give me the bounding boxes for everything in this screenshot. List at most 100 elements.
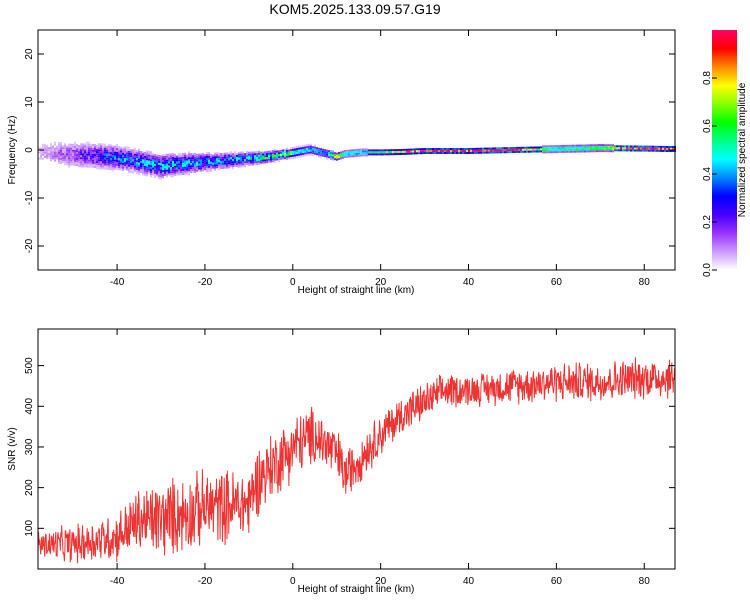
heatmap-cell [604, 144, 606, 147]
heatmap-cell [302, 151, 304, 153]
snr-x-label: Height of straight line (km) [298, 584, 415, 595]
heatmap-cell [208, 157, 210, 160]
heatmap-cell [82, 165, 84, 168]
heatmap-cell [120, 152, 122, 155]
heatmap-cell [464, 152, 466, 154]
heatmap-cell [150, 175, 152, 178]
heatmap-cell [42, 153, 44, 156]
heatmap-cell [212, 166, 214, 169]
heatmap-cell [388, 153, 390, 156]
spectrogram-y-tick-label: 10 [24, 96, 35, 108]
heatmap-cell [216, 166, 218, 169]
heatmap-cell [110, 160, 112, 163]
heatmap-cell [68, 157, 70, 160]
heatmap-cell [114, 151, 116, 154]
heatmap-cell [158, 158, 160, 161]
heatmap-cell [172, 159, 174, 161]
heatmap-cell [236, 152, 238, 155]
heatmap-cell [94, 164, 96, 166]
heatmap-cell [104, 151, 106, 154]
heatmap-cell [314, 150, 316, 153]
heatmap-cell [68, 161, 70, 164]
heatmap-cell [62, 147, 64, 150]
heatmap-cell [464, 150, 466, 152]
heatmap-cell [192, 159, 194, 162]
heatmap-cell [170, 157, 172, 160]
heatmap-cell [108, 149, 110, 152]
heatmap-cell [288, 153, 290, 156]
heatmap-cell [118, 162, 120, 165]
heatmap-cell [138, 152, 140, 155]
heatmap-cell [112, 169, 114, 172]
heatmap-cell [204, 162, 206, 165]
heatmap-cell [384, 153, 386, 156]
heatmap-cell [214, 160, 216, 163]
heatmap-cell [414, 148, 416, 151]
heatmap-cell [366, 150, 368, 153]
heatmap-cell [416, 150, 418, 153]
heatmap-cell [174, 167, 176, 170]
heatmap-cell [70, 161, 72, 164]
heatmap-cell [544, 147, 546, 150]
heatmap-cell [246, 161, 248, 163]
heatmap-cell [242, 157, 244, 160]
heatmap-cell [668, 150, 670, 152]
heatmap-cell [210, 163, 212, 166]
heatmap-cell [242, 153, 244, 156]
heatmap-cell [164, 167, 166, 170]
heatmap-cell [116, 166, 118, 168]
heatmap-cell [168, 155, 170, 158]
heatmap-cell [256, 159, 258, 162]
heatmap-cell [72, 145, 74, 148]
heatmap-cell [106, 149, 108, 152]
heatmap-cell [518, 146, 520, 149]
heatmap-cell [346, 153, 348, 156]
heatmap-cell [578, 146, 580, 149]
heatmap-cell [312, 152, 314, 155]
heatmap-cell [292, 146, 294, 149]
heatmap-cell [254, 155, 256, 158]
heatmap-cell [526, 146, 528, 149]
heatmap-cell [152, 171, 154, 174]
heatmap-cell [152, 173, 154, 176]
heatmap-cell [144, 169, 146, 172]
heatmap-cell [170, 163, 172, 166]
heatmap-cell [178, 161, 180, 164]
heatmap-cell [146, 154, 148, 157]
spectrogram-y-label: Frequency (Hz) [7, 116, 18, 185]
heatmap-cell [550, 147, 552, 150]
heatmap-cell [608, 148, 610, 151]
heatmap-cell [422, 148, 424, 151]
spectrogram-x-ticks: -40 -20 0 20 40 60 80 [110, 30, 650, 288]
heatmap-cell [282, 149, 284, 152]
heatmap-cell [572, 144, 574, 147]
heatmap-cell [46, 147, 48, 150]
heatmap-cell [128, 168, 130, 171]
heatmap-cell [454, 152, 456, 154]
heatmap-cell [598, 150, 600, 153]
heatmap-cell [88, 157, 90, 160]
heatmap-cell [114, 145, 116, 148]
heatmap-cell [430, 150, 432, 152]
heatmap-cell [44, 153, 46, 156]
heatmap-cell [176, 155, 178, 158]
heatmap-cell [188, 163, 190, 166]
heatmap-cell [100, 167, 102, 170]
heatmap-cell [110, 164, 112, 167]
heatmap-cell [640, 147, 642, 150]
heatmap-cell [260, 161, 262, 164]
heatmap-cell [160, 167, 162, 170]
heatmap-cell [80, 163, 82, 166]
heatmap-cell [172, 161, 174, 163]
heatmap-cell [236, 154, 238, 157]
heatmap-cell [72, 149, 74, 152]
heatmap-cell [374, 149, 376, 152]
heatmap-cell [64, 151, 66, 154]
heatmap-cell [546, 151, 548, 154]
heatmap-cell [122, 152, 124, 155]
heatmap-cell [124, 160, 126, 163]
heatmap-cell [156, 160, 158, 163]
heatmap-cell [186, 162, 188, 165]
heatmap-cell [100, 147, 102, 150]
